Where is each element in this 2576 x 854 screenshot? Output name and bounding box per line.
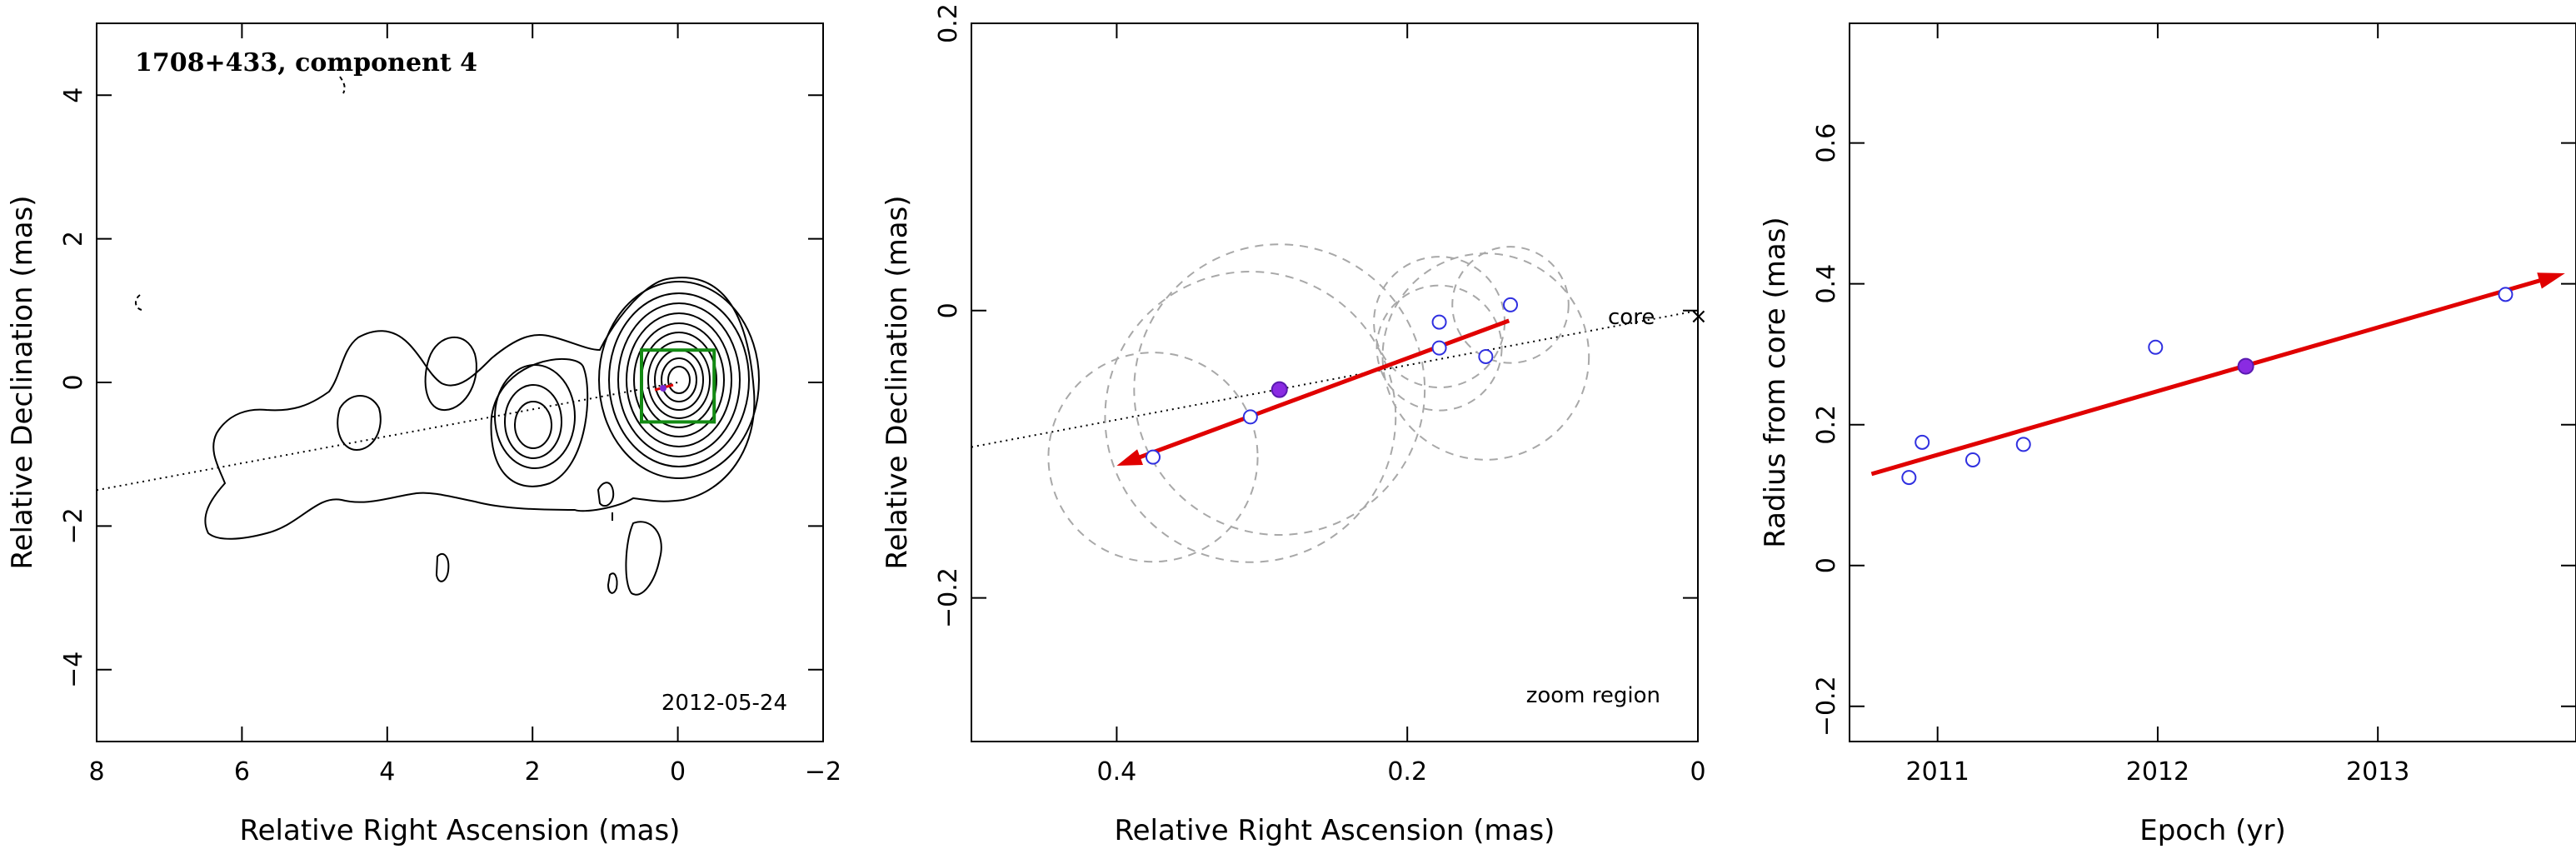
x-tick-label: 6 [234, 757, 250, 787]
component-positions [1146, 297, 1519, 465]
velocity-arrowhead [1116, 449, 1144, 466]
component-point-current [1271, 381, 1288, 398]
contour-lines [135, 76, 760, 596]
component-point [1146, 449, 1161, 465]
radius-point [2148, 339, 2164, 355]
component-size-circle [1451, 246, 1570, 364]
component-size-circle [1375, 284, 1503, 412]
x-tick-label: 8 [88, 757, 104, 787]
component-size-circle [1381, 252, 1590, 461]
panel-radius-vs-epoch: 2011 2012 2013 −0.2 0 0.2 0.4 0.6 Epoch (yr) Ra… [1759, 22, 2576, 847]
y-tick-label: 0.2 [934, 3, 963, 43]
y-tick-label: −4 [59, 652, 88, 688]
core-marker: × [1690, 304, 1708, 329]
component-point [1431, 340, 1447, 356]
zoom-region-label: zoom region [1526, 683, 1660, 708]
y-tick-label: 4 [59, 87, 88, 103]
component-point [1242, 409, 1258, 425]
y-axis-label: Radius from core (mas) [1759, 217, 1792, 547]
x-tick-label: 4 [379, 757, 395, 787]
y-axis-label: Relative Declination (mas) [881, 195, 914, 569]
y-tick-label: 0.6 [1812, 123, 1841, 163]
y-tick-label: 0.4 [1812, 264, 1841, 304]
radius-points [1901, 287, 2514, 486]
x-tick-label: 0.4 [1097, 757, 1137, 787]
radius-point [1915, 434, 1930, 450]
x-tick-label: 0 [670, 757, 686, 787]
y-tick-label: −2 [59, 507, 88, 544]
y-axis-label: Relative Declination (mas) [6, 195, 39, 569]
x-tick-label: 2013 [2346, 757, 2409, 787]
y-tick-label: −0.2 [934, 567, 963, 628]
jet-axis-line [96, 382, 678, 492]
velocity-vector [1131, 318, 1510, 462]
component-point [1431, 314, 1447, 330]
fit-arrowhead [2537, 272, 2565, 289]
x-tick-label: 2 [525, 757, 541, 787]
x-tick-label: 0.2 [1387, 757, 1427, 787]
x-axis-label: Relative Right Ascension (mas) [1115, 814, 1555, 847]
plot-frame [971, 22, 1699, 742]
x-tick-label: −2 [805, 757, 841, 787]
x-tick-label: 2012 [2126, 757, 2189, 787]
y-tick-label: 2 [59, 231, 88, 247]
x-tick-label: 0 [1690, 757, 1705, 787]
component-size-circle [1047, 352, 1259, 563]
radius-point [1901, 470, 1917, 486]
plot-frame [1849, 22, 2576, 742]
y-tick-label: 0 [59, 374, 88, 390]
component-point [1503, 297, 1519, 312]
y-tick-label: 0.2 [1812, 405, 1841, 445]
panel-title: 1708+433, component 4 [135, 48, 477, 77]
component-size-circles [1047, 243, 1590, 563]
component-point [1478, 348, 1494, 364]
y-tick-label: 0 [934, 302, 963, 318]
zoom-component-marks [654, 383, 674, 392]
jet-axis-line [971, 309, 1699, 448]
y-tick-label: 0 [1812, 557, 1841, 573]
radius-point-current [2237, 357, 2254, 375]
epoch-date-label: 2012-05-24 [661, 691, 787, 716]
panel-contour-map: 8 6 4 2 0 −2 −4 −2 0 2 4 [6, 22, 841, 847]
zoom-region-box [640, 348, 716, 424]
fit-line [1870, 276, 2550, 477]
panel-zoom-region: 0.4 0.2 0 −0.2 0 0.2 core × zoom region Relat… [881, 3, 1708, 847]
x-axis-label: Epoch (yr) [2139, 814, 2286, 847]
radius-point [2498, 287, 2514, 302]
x-axis-label: Relative Right Ascension (mas) [240, 814, 681, 847]
radius-point [1964, 452, 1980, 467]
core-label: core [1608, 305, 1655, 330]
y-tick-label: −0.2 [1812, 676, 1841, 737]
radius-point [2015, 437, 2031, 452]
x-tick-label: 2011 [1906, 757, 1969, 787]
component-size-circle [1104, 270, 1397, 563]
component-size-circle [1133, 243, 1426, 537]
